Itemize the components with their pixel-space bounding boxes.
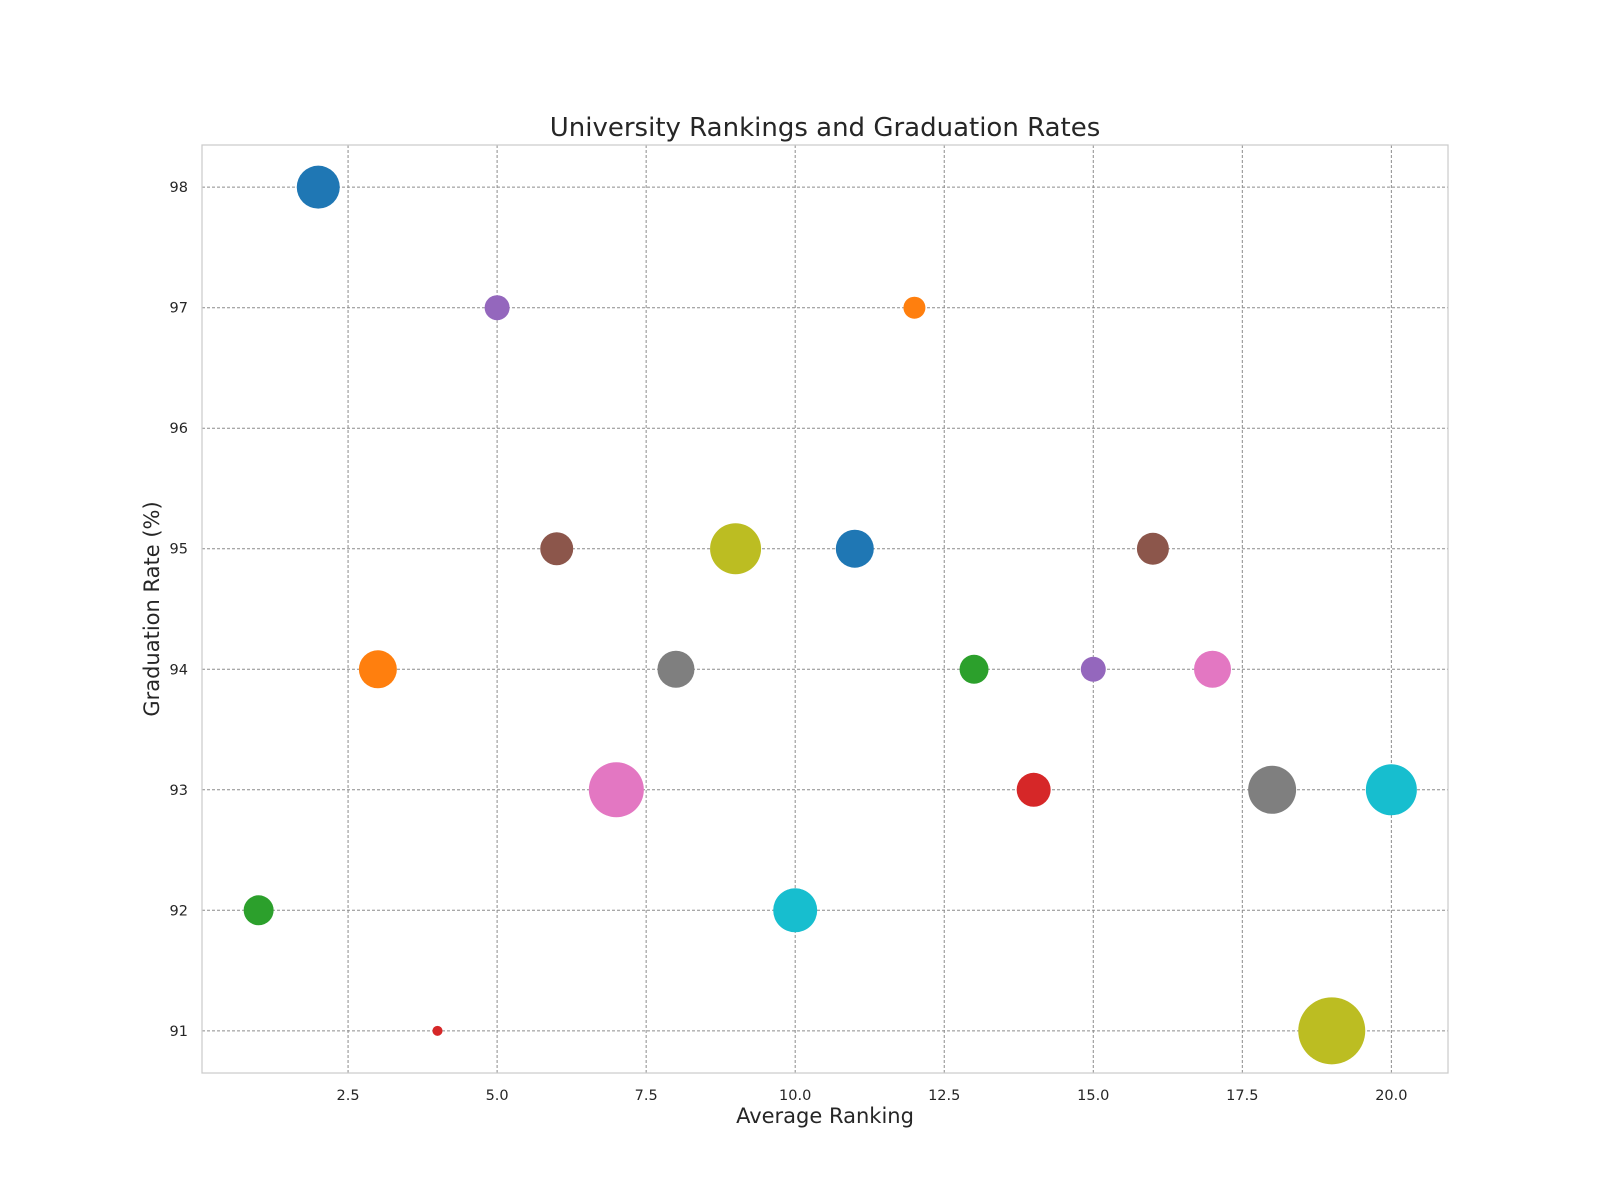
data-points	[243, 165, 1417, 1065]
y-tick-label: 91	[170, 1024, 188, 1040]
x-tick-label: 5.0	[486, 1088, 509, 1104]
grid	[202, 145, 1448, 1073]
y-tick-label: 95	[170, 542, 188, 558]
chart-title: University Rankings and Graduation Rates	[550, 113, 1101, 143]
y-axis-label: Graduation Rate (%)	[140, 501, 164, 716]
data-point	[657, 650, 695, 688]
data-point	[432, 1025, 443, 1036]
x-tick-label: 10.0	[779, 1088, 811, 1104]
data-point	[1248, 765, 1297, 814]
data-point	[773, 888, 818, 933]
y-tick-label: 98	[170, 180, 188, 196]
x-tick-label: 7.5	[635, 1088, 658, 1104]
x-axis-ticks: 2.5 5.0 7.5 10.0 12.5 15.0 17.5 20.0	[337, 1088, 1408, 1104]
data-point	[484, 295, 510, 321]
data-point	[588, 762, 644, 818]
data-point	[710, 523, 762, 575]
data-point	[835, 529, 874, 568]
x-tick-label: 17.5	[1226, 1088, 1258, 1104]
y-tick-label: 92	[170, 903, 188, 919]
y-axis-ticks: 91 92 93 94 95 96 97 98	[170, 180, 188, 1040]
data-point	[1016, 772, 1051, 807]
y-tick-label: 93	[170, 783, 188, 799]
data-point	[1298, 997, 1366, 1065]
data-point	[243, 895, 274, 926]
x-tick-label: 20.0	[1375, 1088, 1407, 1104]
data-point	[1136, 532, 1169, 565]
data-point	[358, 650, 397, 689]
data-point	[296, 165, 340, 209]
data-point	[1194, 650, 1232, 688]
x-axis-label: Average Ranking	[736, 1104, 914, 1128]
data-point	[1080, 656, 1106, 682]
data-point	[1365, 764, 1417, 816]
data-point	[903, 296, 926, 319]
y-tick-label: 96	[170, 421, 188, 437]
data-point	[540, 532, 574, 566]
x-tick-label: 15.0	[1077, 1088, 1109, 1104]
data-point	[959, 654, 989, 684]
y-tick-label: 97	[170, 301, 188, 317]
x-tick-label: 2.5	[337, 1088, 360, 1104]
x-tick-label: 12.5	[928, 1088, 960, 1104]
plot-frame	[201, 144, 1449, 1074]
y-tick-label: 94	[170, 662, 188, 678]
